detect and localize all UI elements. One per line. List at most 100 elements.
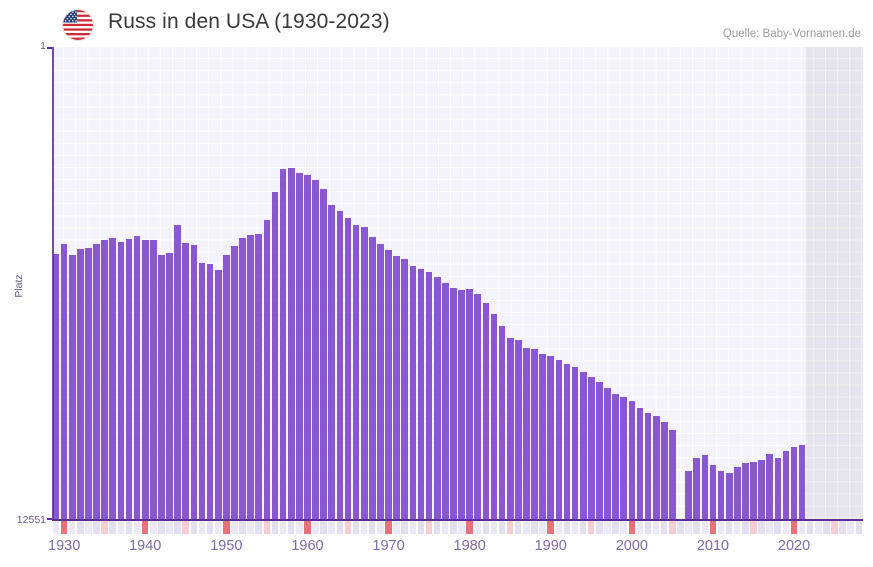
bar[interactable] xyxy=(466,288,473,520)
heat-strip-cell xyxy=(798,521,806,534)
bar[interactable] xyxy=(717,470,725,520)
bar[interactable] xyxy=(482,303,490,520)
bar[interactable] xyxy=(271,192,279,520)
bar[interactable] xyxy=(514,340,522,520)
bar[interactable] xyxy=(109,238,117,520)
heat-strip-cell xyxy=(547,521,554,534)
bar[interactable] xyxy=(198,262,206,520)
bar[interactable] xyxy=(214,270,222,520)
bar[interactable] xyxy=(596,382,603,520)
bar[interactable] xyxy=(612,393,619,520)
bar[interactable] xyxy=(377,244,384,520)
bar[interactable] xyxy=(790,447,798,520)
bar[interactable] xyxy=(93,243,100,520)
bar[interactable] xyxy=(620,397,628,520)
bar[interactable] xyxy=(555,359,563,520)
bar[interactable] xyxy=(758,459,765,520)
bar[interactable] xyxy=(320,188,327,520)
bar[interactable] xyxy=(174,224,182,520)
bar[interactable] xyxy=(158,255,165,520)
bar[interactable] xyxy=(223,254,230,520)
bar[interactable] xyxy=(141,239,149,520)
bar[interactable] xyxy=(401,259,409,520)
bar[interactable] xyxy=(60,244,68,520)
bar[interactable] xyxy=(571,367,579,520)
bar[interactable] xyxy=(531,349,538,520)
bar[interactable] xyxy=(369,237,376,520)
bar[interactable] xyxy=(304,175,311,520)
bar[interactable] xyxy=(85,247,92,520)
bar[interactable] xyxy=(279,169,287,520)
y-axis-tick-mark-bottom xyxy=(47,518,52,520)
bar[interactable] xyxy=(52,254,60,520)
bar[interactable] xyxy=(660,421,668,520)
bar[interactable] xyxy=(287,167,295,520)
bar[interactable] xyxy=(685,470,692,520)
bar[interactable] xyxy=(782,451,790,520)
bar[interactable] xyxy=(490,313,498,520)
heat-strip-cell xyxy=(823,521,830,534)
heat-strip-cell xyxy=(401,521,408,534)
bar[interactable] xyxy=(133,236,141,520)
bar[interactable] xyxy=(523,347,530,520)
bar[interactable] xyxy=(636,408,644,520)
bar[interactable] xyxy=(644,412,652,520)
bar[interactable] xyxy=(344,218,352,520)
bar[interactable] xyxy=(579,371,587,520)
bar[interactable] xyxy=(628,401,636,520)
bar[interactable] xyxy=(709,465,717,520)
bar[interactable] xyxy=(117,242,125,520)
bar[interactable] xyxy=(336,210,344,520)
bar[interactable] xyxy=(206,263,214,520)
bar[interactable] xyxy=(733,467,741,520)
bar[interactable] xyxy=(450,288,457,520)
bar[interactable] xyxy=(393,256,400,520)
bar[interactable] xyxy=(150,240,157,520)
bar[interactable] xyxy=(701,455,709,520)
bar[interactable] xyxy=(498,325,506,520)
bar[interactable] xyxy=(442,282,449,520)
heat-strip-cell xyxy=(125,521,133,534)
bar[interactable] xyxy=(68,255,76,520)
bar[interactable] xyxy=(604,388,611,520)
bar[interactable] xyxy=(587,376,595,520)
bar[interactable] xyxy=(182,242,190,520)
bar[interactable] xyxy=(539,354,546,520)
bar[interactable] xyxy=(563,364,571,520)
heat-strip-cell xyxy=(587,521,595,534)
bar[interactable] xyxy=(312,179,319,520)
bar[interactable] xyxy=(255,233,263,520)
bar[interactable] xyxy=(190,245,198,520)
bar[interactable] xyxy=(458,290,465,520)
bar[interactable] xyxy=(742,463,749,520)
bar[interactable] xyxy=(547,356,555,520)
bar[interactable] xyxy=(766,454,774,520)
bar[interactable] xyxy=(693,457,701,520)
bar[interactable] xyxy=(239,238,246,520)
bar[interactable] xyxy=(125,238,133,520)
bar[interactable] xyxy=(101,239,109,520)
bar[interactable] xyxy=(296,173,303,520)
bar[interactable] xyxy=(425,271,433,520)
bar[interactable] xyxy=(409,265,417,520)
bar[interactable] xyxy=(247,235,254,520)
bar[interactable] xyxy=(474,293,482,520)
bar[interactable] xyxy=(725,472,733,520)
heat-strip-cell xyxy=(417,521,425,534)
bar[interactable] xyxy=(385,249,392,520)
bar[interactable] xyxy=(360,227,368,520)
bar[interactable] xyxy=(652,416,660,520)
bar[interactable] xyxy=(669,429,676,520)
bar[interactable] xyxy=(417,269,425,520)
bar[interactable] xyxy=(166,252,173,520)
bar[interactable] xyxy=(798,444,806,520)
bar[interactable] xyxy=(750,461,757,520)
bar[interactable] xyxy=(506,337,514,520)
bar[interactable] xyxy=(77,248,84,520)
bar[interactable] xyxy=(328,205,336,520)
bar[interactable] xyxy=(352,224,360,520)
bar[interactable] xyxy=(774,457,782,520)
bar[interactable] xyxy=(263,220,271,520)
bar[interactable] xyxy=(231,245,238,520)
bar[interactable] xyxy=(433,276,441,520)
